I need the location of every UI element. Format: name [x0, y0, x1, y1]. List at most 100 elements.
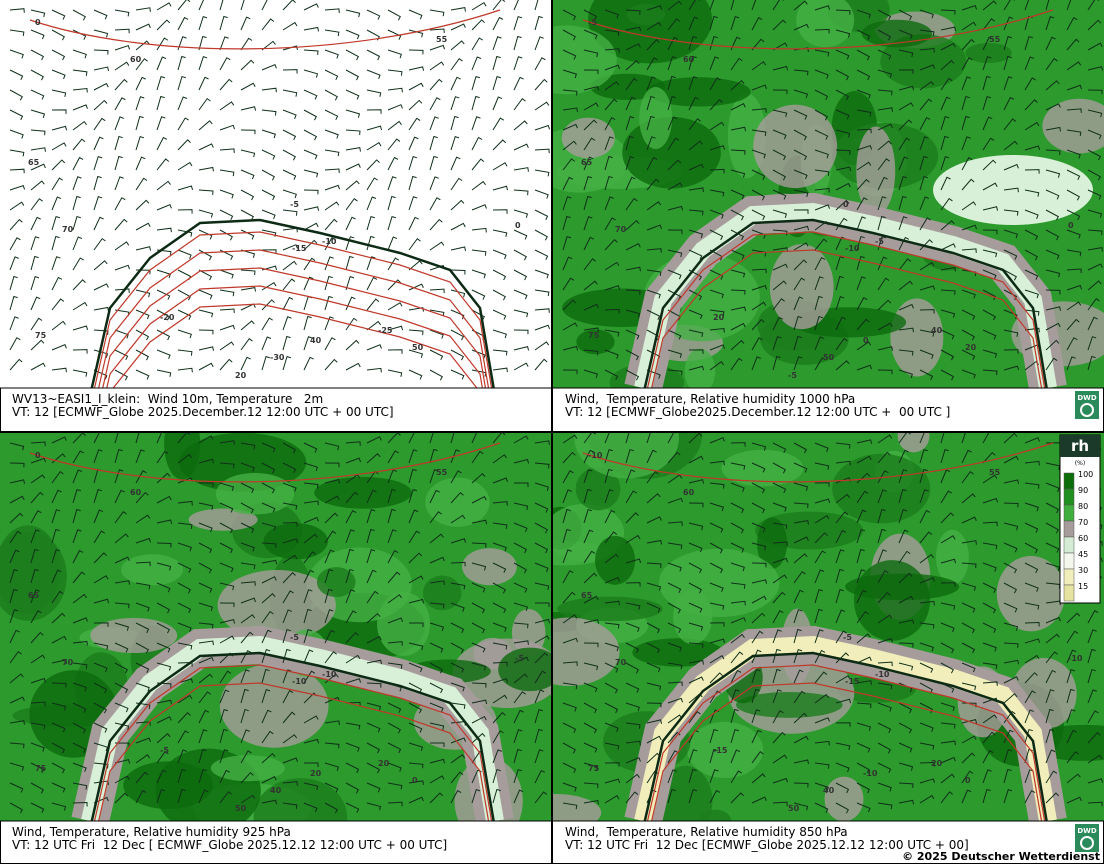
wind-barb [492, 349, 508, 356]
wind-barb [429, 349, 444, 361]
wind-barb [793, 315, 803, 331]
wind-barb [429, 602, 445, 609]
wind-barb [9, 69, 24, 80]
wind-barb [982, 229, 998, 235]
wind-barb [366, 762, 381, 774]
wind-barb [961, 433, 966, 444]
wind-barb [877, 661, 893, 667]
wind-barb [877, 434, 893, 444]
wind-barb [562, 235, 572, 251]
wind-barb [751, 301, 767, 311]
wind-barb [646, 224, 662, 231]
wind-barb [625, 642, 640, 654]
wind-barb [835, 742, 851, 750]
wind-barb [772, 522, 788, 530]
wind-barb [450, 449, 460, 464]
wind-barb [219, 749, 229, 764]
wind-barb [219, 358, 233, 371]
wind-barb [198, 640, 214, 646]
coastline [643, 651, 1048, 821]
map-label: -10 [863, 769, 878, 778]
wind-barb [93, 449, 103, 464]
wind-barb [730, 633, 745, 644]
wind-barb [282, 502, 298, 510]
wind-barb [562, 782, 577, 792]
wind-barb [730, 169, 746, 178]
wind-barb [30, 510, 42, 524]
wind-barb [156, 472, 171, 484]
wind-barb [429, 622, 445, 632]
wind-barb [919, 217, 931, 231]
wind-barb [156, 582, 171, 593]
temperature-contour [93, 664, 493, 821]
humidity-patch [639, 86, 673, 149]
wind-barb [345, 491, 359, 504]
wind-barb [198, 691, 212, 704]
logo: DWD [1077, 394, 1097, 402]
wind-barb [471, 158, 485, 171]
wind-barb [646, 95, 655, 111]
wind-barb [534, 482, 550, 492]
wind-barb [1087, 610, 1099, 624]
wind-barb [919, 577, 935, 584]
wind-barb [51, 635, 67, 644]
wind-barb [492, 678, 509, 684]
wind-barb [513, 56, 523, 71]
wind-barb [114, 433, 119, 444]
wind-barb [219, 689, 230, 704]
wind-barb [814, 482, 830, 487]
wind-barb [387, 349, 403, 354]
wind-barb [1045, 306, 1062, 311]
wind-barb [219, 341, 235, 351]
wind-barb [324, 8, 340, 13]
wind-barb [408, 662, 423, 673]
wind-barb [1066, 301, 1082, 311]
wind-barb [835, 762, 850, 773]
map-label: -5 [843, 633, 852, 642]
wind-barb [688, 163, 704, 171]
wind-barb [198, 289, 213, 300]
wind-barb [177, 367, 193, 373]
wind-barb [919, 29, 935, 36]
wind-barb [387, 594, 403, 604]
wind-barb [709, 622, 725, 627]
wind-barb [513, 362, 529, 371]
wind-barb [772, 462, 786, 474]
wind-barb [240, 462, 255, 472]
wind-barb [30, 677, 47, 684]
wind-barb [730, 617, 746, 624]
wind-barb [751, 0, 757, 11]
wind-barb [562, 345, 579, 351]
wind-barb [513, 458, 530, 464]
wind-barb [30, 129, 46, 136]
wind-barb [72, 571, 86, 584]
wind-barb [772, 129, 787, 140]
wind-barb [730, 229, 745, 241]
wind-barb [709, 542, 723, 554]
wind-barb [982, 582, 997, 594]
wind-barb [940, 490, 953, 504]
map-label: -15 [292, 244, 307, 253]
wind-barb [1003, 309, 1018, 320]
wind-barb [835, 549, 845, 564]
humidity-patch [853, 560, 931, 641]
wind-barb [261, 40, 276, 51]
wind-barb [303, 715, 319, 724]
wind-barb [730, 562, 745, 572]
wind-barb [93, 682, 108, 694]
wind-barb [1087, 316, 1098, 331]
wind-barb [583, 529, 594, 544]
wind-barb [877, 107, 893, 112]
wind-barb [261, 462, 276, 474]
wind-barb [9, 629, 20, 644]
wind-barb [450, 662, 465, 673]
wind-barb [646, 76, 657, 91]
wind-barb [625, 243, 641, 251]
wind-barb [135, 433, 140, 444]
wind-barb [940, 349, 955, 361]
wind-barb [982, 137, 995, 151]
wind-barb [345, 276, 355, 291]
temperature-contour [29, 442, 501, 483]
wind-barb [471, 519, 488, 525]
wind-barb [772, 263, 788, 271]
